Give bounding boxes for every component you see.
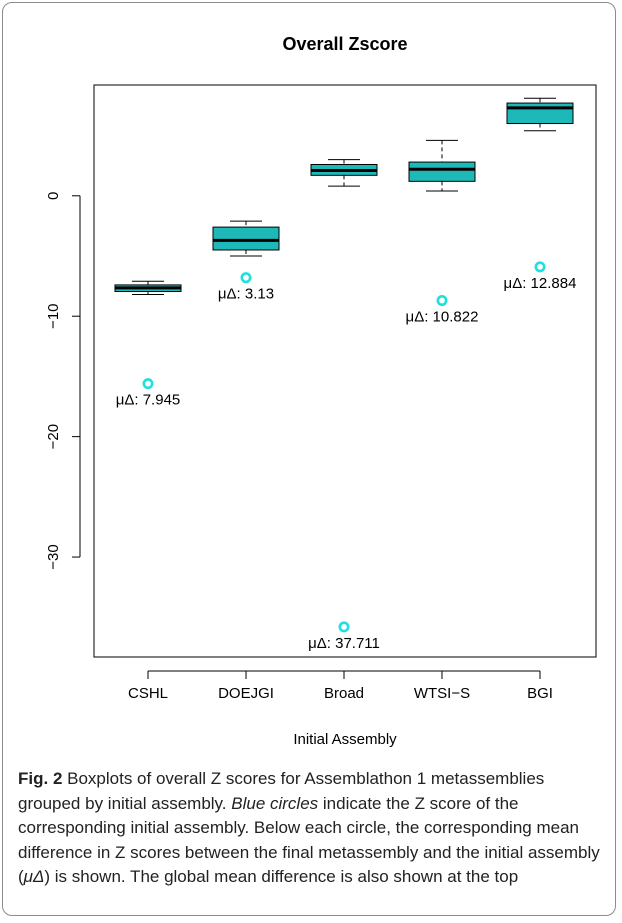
x-axis-label: Initial Assembly [293,731,397,748]
figure-frame [2,2,616,916]
box-bgi [506,97,574,132]
chart-title: Overall Zscore [282,34,407,54]
y-tick-label: 0 [45,192,62,200]
plot-frame [93,84,597,658]
x-tick-label: BGI [527,685,553,702]
x-axis: CSHL DOEJGI Broad WTSI−S BGI [128,670,553,702]
y-tick-label: −20 [45,424,62,449]
caption-emphasis: Blue circles [231,793,319,813]
x-tick-label: WTSI−S [414,685,470,702]
initial-assembly-circle [240,272,252,284]
box-cshl [114,280,182,296]
y-axis: 0 −10 −20 −30 [45,192,81,570]
box-wtsis [408,139,476,192]
initial-assembly-circle [338,621,350,633]
mean-difference-label: μΔ: 7.945 [116,392,181,409]
box-doejgi [212,220,280,257]
initial-assembly-points: μΔ: 7.945 μΔ: 3.13 μΔ: 37.711 μΔ: 10.822 μΔ:… [116,261,577,652]
boxplot-chart: Overall Zscore 0 −10 −20 −30 CSHL DOEJGI Broa… [45,34,597,748]
box-broad [310,159,378,187]
x-tick-label: CSHL [128,685,168,702]
box-body [212,226,280,251]
initial-assembly-circle [142,378,154,390]
mean-difference-label: μΔ: 12.884 [504,275,577,292]
mean-difference-label: μΔ: 37.711 [308,635,380,652]
figure-caption: Fig. 2 Boxplots of overall Z scores for … [18,767,608,890]
y-tick-label: −10 [45,303,62,328]
x-tick-label: DOEJGI [218,685,274,702]
caption-text-2: indicate the Z score of the correspondin… [18,793,600,887]
box-body [506,102,574,125]
mean-difference-label: μΔ: 10.822 [406,309,479,326]
caption-symbol: μΔ [23,867,45,886]
initial-assembly-circle [436,295,448,307]
x-tick-label: Broad [324,685,364,702]
box-body [408,161,476,182]
caption-text-3: ) is shown. The global mean difference i… [44,867,519,886]
caption-text-1: Boxplots of overall Z scores for Assembl… [18,769,545,813]
mean-difference-label: μΔ: 3.13 [218,286,274,303]
figure-label: Fig. 2 [18,769,63,788]
boxes [114,97,574,296]
y-tick-label: −30 [45,544,62,569]
initial-assembly-circle [534,261,546,273]
